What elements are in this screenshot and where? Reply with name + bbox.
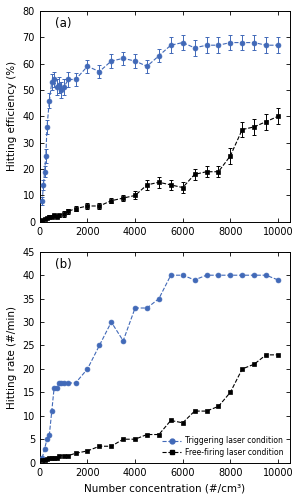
Y-axis label: Hitting rate (#/min): Hitting rate (#/min)	[7, 306, 17, 408]
Y-axis label: Hitting efficiency (%): Hitting efficiency (%)	[7, 62, 17, 172]
X-axis label: Number concentration (#/cm³): Number concentration (#/cm³)	[84, 483, 245, 493]
Legend: Triggering laser condition, Free-firing laser condition: Triggering laser condition, Free-firing …	[160, 434, 286, 459]
Text: (a): (a)	[55, 18, 71, 30]
Text: (b): (b)	[55, 258, 72, 271]
